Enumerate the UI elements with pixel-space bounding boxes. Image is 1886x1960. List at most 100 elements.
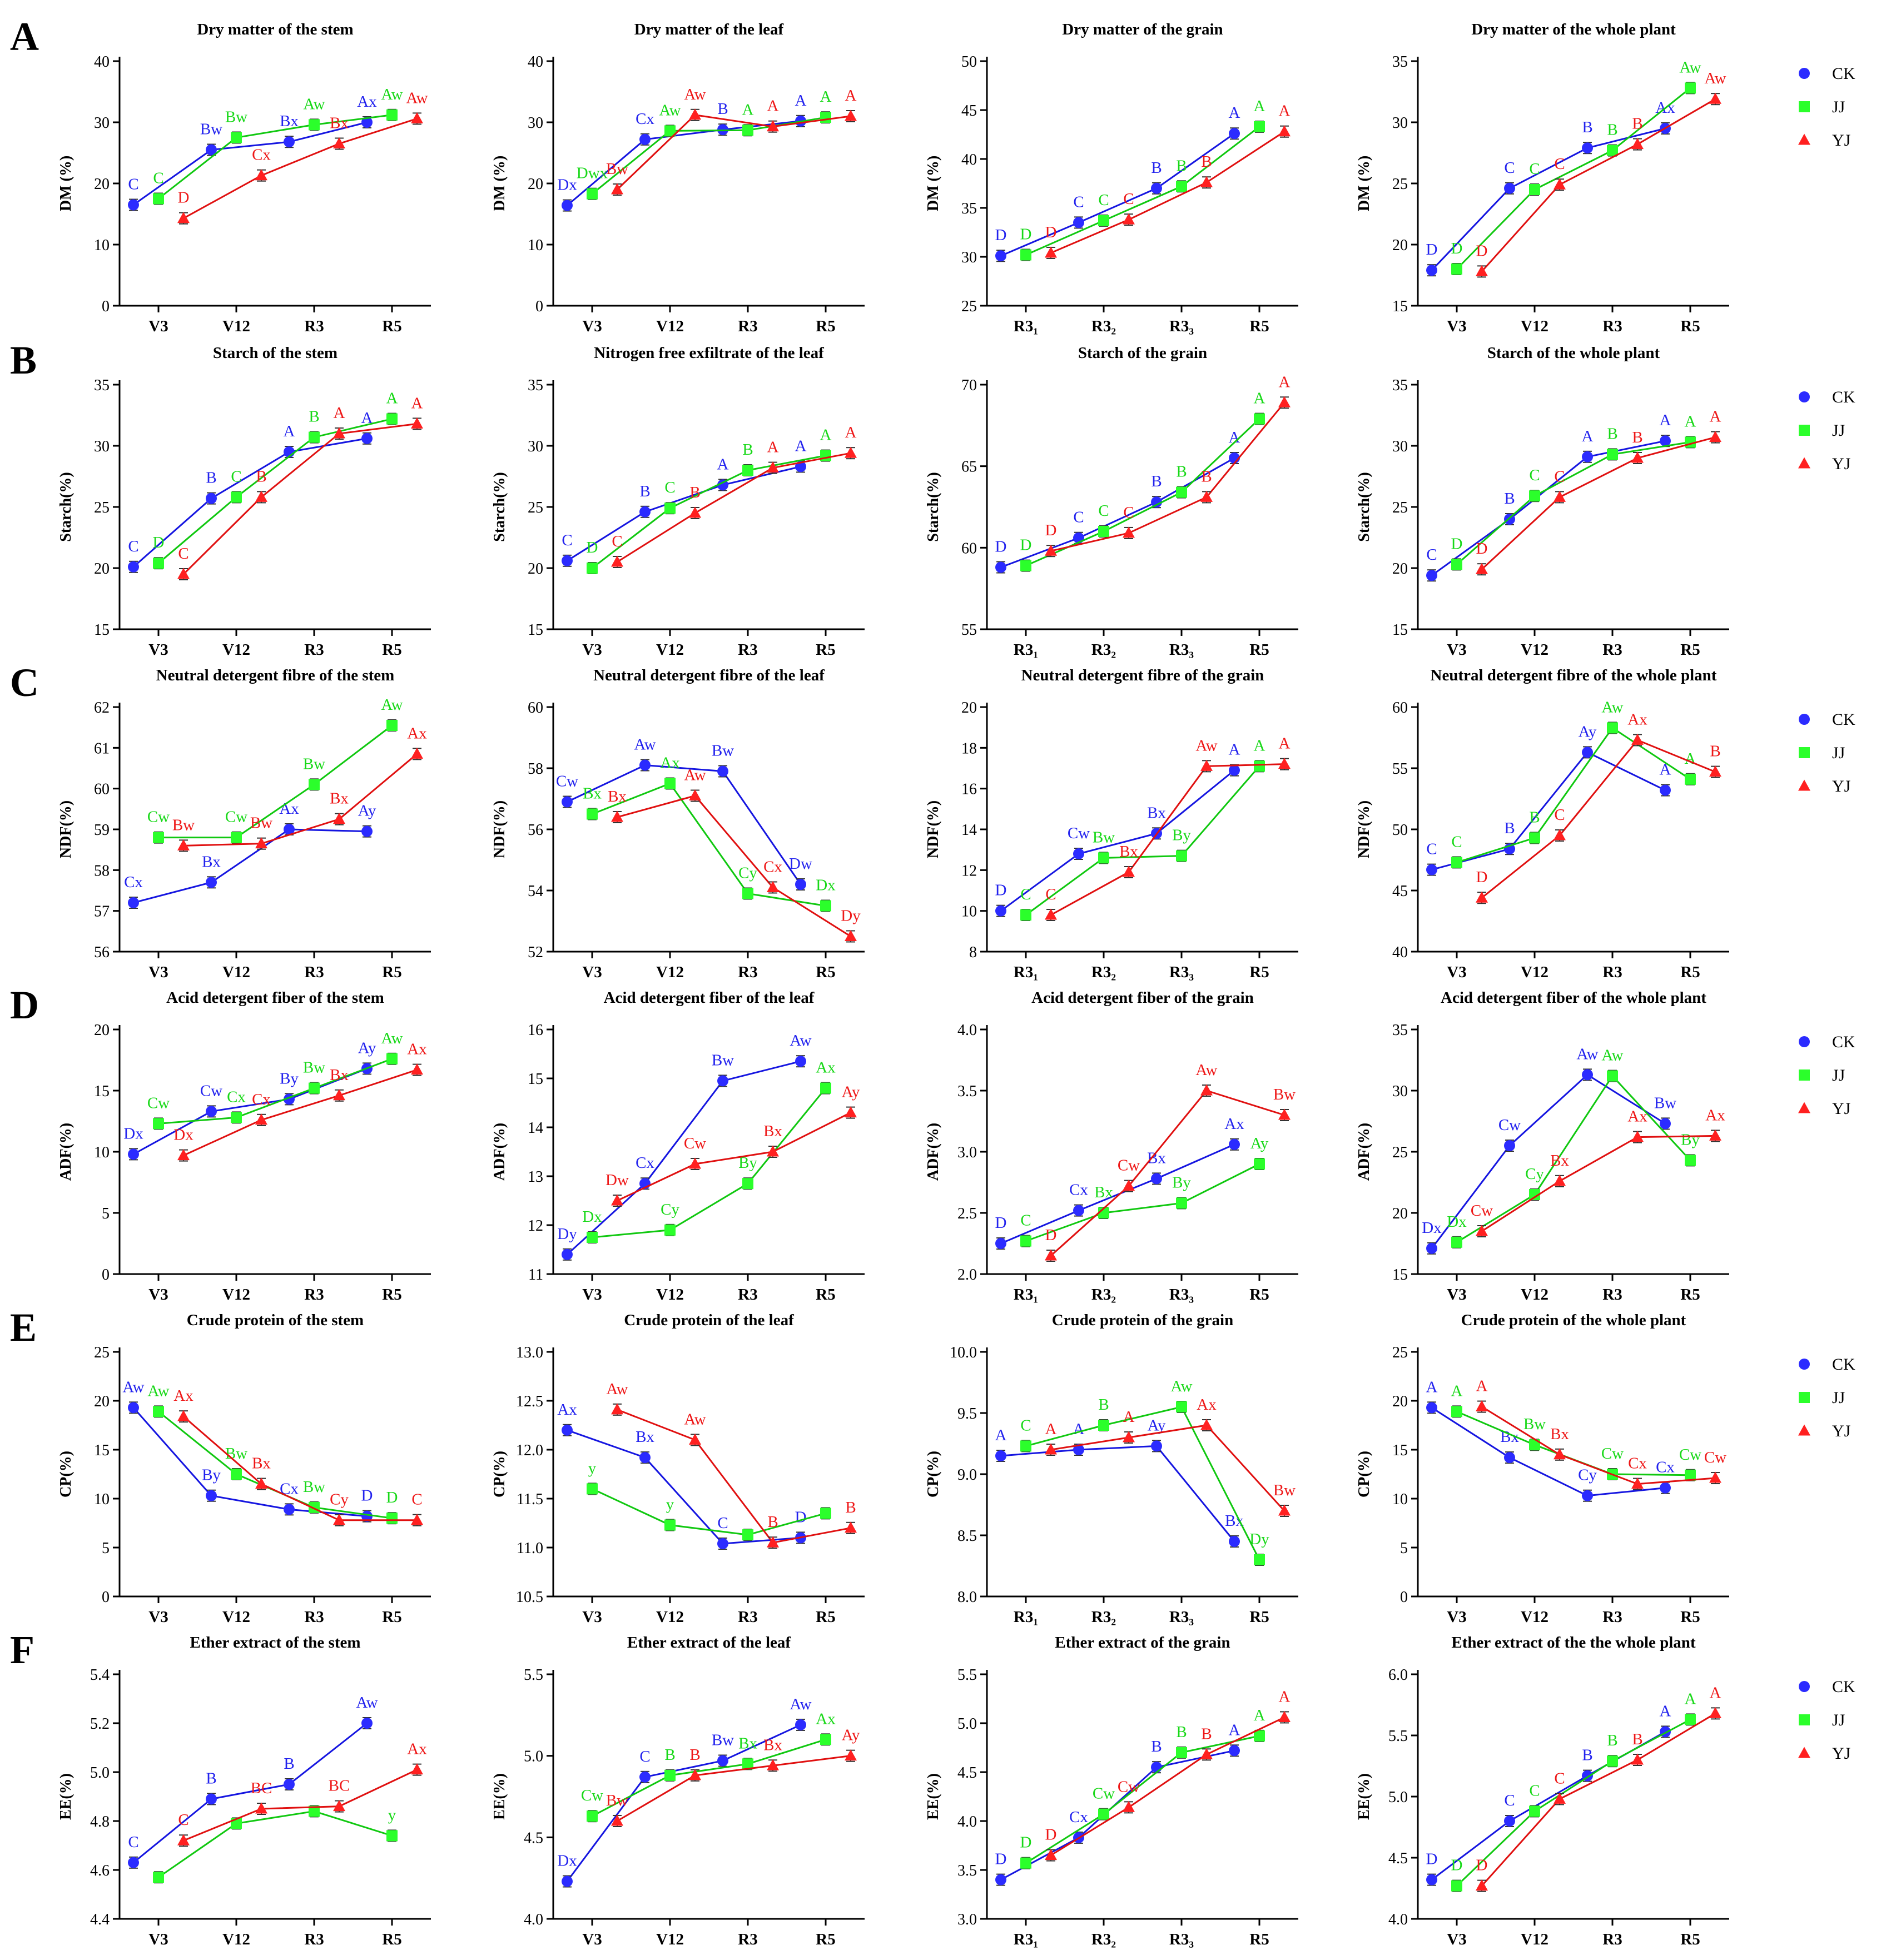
yj-marker (845, 1106, 857, 1118)
yj-marker (1278, 1710, 1291, 1722)
jj-series-line (158, 114, 393, 200)
y-tick-label: 20 (94, 1393, 110, 1410)
ck-marker (361, 432, 373, 444)
significance-label: Ax (279, 800, 299, 818)
chart-title: Starch of the grain (1078, 344, 1207, 362)
significance-label: Bx (330, 790, 349, 808)
jj-marker (1529, 832, 1540, 844)
ck-marker (206, 1490, 217, 1501)
significance-label: Ax (660, 754, 680, 772)
x-tick-label: V3 (1447, 1931, 1466, 1948)
significance-label: A (1279, 102, 1291, 120)
y-axis-label: Starch(%) (57, 472, 75, 541)
significance-label: A (1426, 1378, 1438, 1396)
jj-marker (1607, 1755, 1618, 1767)
significance-label: A (1279, 1688, 1291, 1705)
ck-marker (1151, 496, 1162, 508)
yj-marker (177, 568, 190, 579)
y-tick-label: 25 (961, 298, 977, 315)
x-tick-label: R5 (1249, 641, 1269, 659)
yj-marker (1709, 431, 1721, 442)
yj-marker (845, 1749, 857, 1761)
significance-label: A (1279, 735, 1291, 753)
jj-marker (1451, 559, 1462, 570)
significance-label: D (995, 1850, 1007, 1868)
significance-label: C (178, 545, 188, 563)
ck-marker (1660, 1482, 1671, 1494)
ck-marker (795, 879, 806, 890)
y-tick-label: 57 (94, 903, 110, 921)
legend-label: CK (1832, 710, 1855, 729)
ck-marker (639, 133, 651, 145)
significance-label: C (1554, 155, 1565, 173)
significance-label: B (1201, 1725, 1212, 1743)
ck-series-line (133, 1068, 368, 1155)
significance-label: A (1229, 104, 1240, 122)
yj-series-line (183, 1416, 417, 1521)
yj-marker (1045, 1849, 1057, 1860)
yj-marker (177, 1149, 190, 1161)
jj-marker (664, 778, 676, 789)
significance-label: A (1710, 1684, 1721, 1702)
legend-label: CK (1832, 388, 1855, 406)
jj-marker (1799, 425, 1810, 436)
y-tick-label: 20 (1392, 560, 1408, 578)
x-tick-label: V3 (148, 963, 168, 981)
jj-marker (386, 109, 398, 121)
yj-marker (1200, 759, 1213, 771)
yj-marker (1709, 765, 1721, 777)
significance-label: Cw (1498, 1116, 1521, 1134)
y-tick-label: 20 (94, 560, 110, 578)
yj-marker (333, 427, 345, 439)
y-tick-label: 15 (1392, 1266, 1408, 1284)
jj-marker (587, 1232, 598, 1243)
significance-label: Ax (816, 1710, 836, 1728)
yj-marker (1709, 92, 1721, 104)
significance-label: C (1554, 1769, 1565, 1787)
significance-label: B (1201, 467, 1212, 485)
significance-label: C (1529, 160, 1540, 178)
yj-marker (1631, 733, 1644, 745)
y-axis-label: ADF(%) (1356, 1123, 1373, 1181)
jj-marker (231, 491, 242, 503)
y-tick-label: 30 (94, 115, 110, 132)
y-tick-label: 0 (102, 1266, 110, 1284)
significance-label: C (128, 1833, 138, 1851)
legend-label: YJ (1832, 1100, 1851, 1118)
x-tick-label: V12 (1521, 1608, 1548, 1626)
jj-series-line (1456, 727, 1691, 863)
y-tick-label: 30 (528, 115, 543, 132)
legend-label: YJ (1832, 1744, 1851, 1763)
significance-label: C (639, 1748, 650, 1765)
jj-marker (664, 503, 676, 514)
significance-label: y (666, 1496, 674, 1514)
significance-label: A (1685, 750, 1696, 768)
jj-marker (1529, 1805, 1540, 1817)
y-tick-label: 15 (1392, 1442, 1408, 1459)
ck-series-line (1000, 769, 1235, 912)
significance-label: D (1476, 1857, 1488, 1874)
y-tick-label: 4.5 (524, 1829, 543, 1847)
significance-label: C (1529, 466, 1540, 484)
significance-label: Aw (684, 86, 706, 103)
ck-marker (1229, 1138, 1240, 1150)
x-tick-label: V3 (148, 641, 168, 659)
y-axis-label: Starch(%) (491, 472, 508, 541)
significance-label: D (1426, 1850, 1438, 1868)
x-tick-label: V12 (1521, 317, 1548, 335)
significance-label: Aw (381, 86, 403, 103)
jj-marker (1020, 1857, 1031, 1869)
chart-panel: Starch of the stem 15 20 25 30 35 Starch(%) V3 V… (57, 344, 431, 659)
significance-label: B (845, 1499, 856, 1516)
chart-title: Ether extract of the stem (190, 1634, 360, 1651)
significance-label: Cx (280, 1480, 299, 1498)
chart-panel: Neutral detergent fibre of the leaf 52 54 5… (491, 666, 865, 981)
y-tick-label: 0 (102, 1589, 110, 1606)
x-tick-label: V12 (656, 1608, 684, 1626)
significance-label: B (1201, 153, 1212, 171)
significance-label: Ay (358, 802, 376, 820)
x-tick-label: V12 (222, 317, 250, 335)
legend-label: JJ (1832, 1711, 1845, 1729)
significance-label: Ay (1579, 723, 1597, 740)
legend: CK JJ YJ (1790, 710, 1855, 795)
